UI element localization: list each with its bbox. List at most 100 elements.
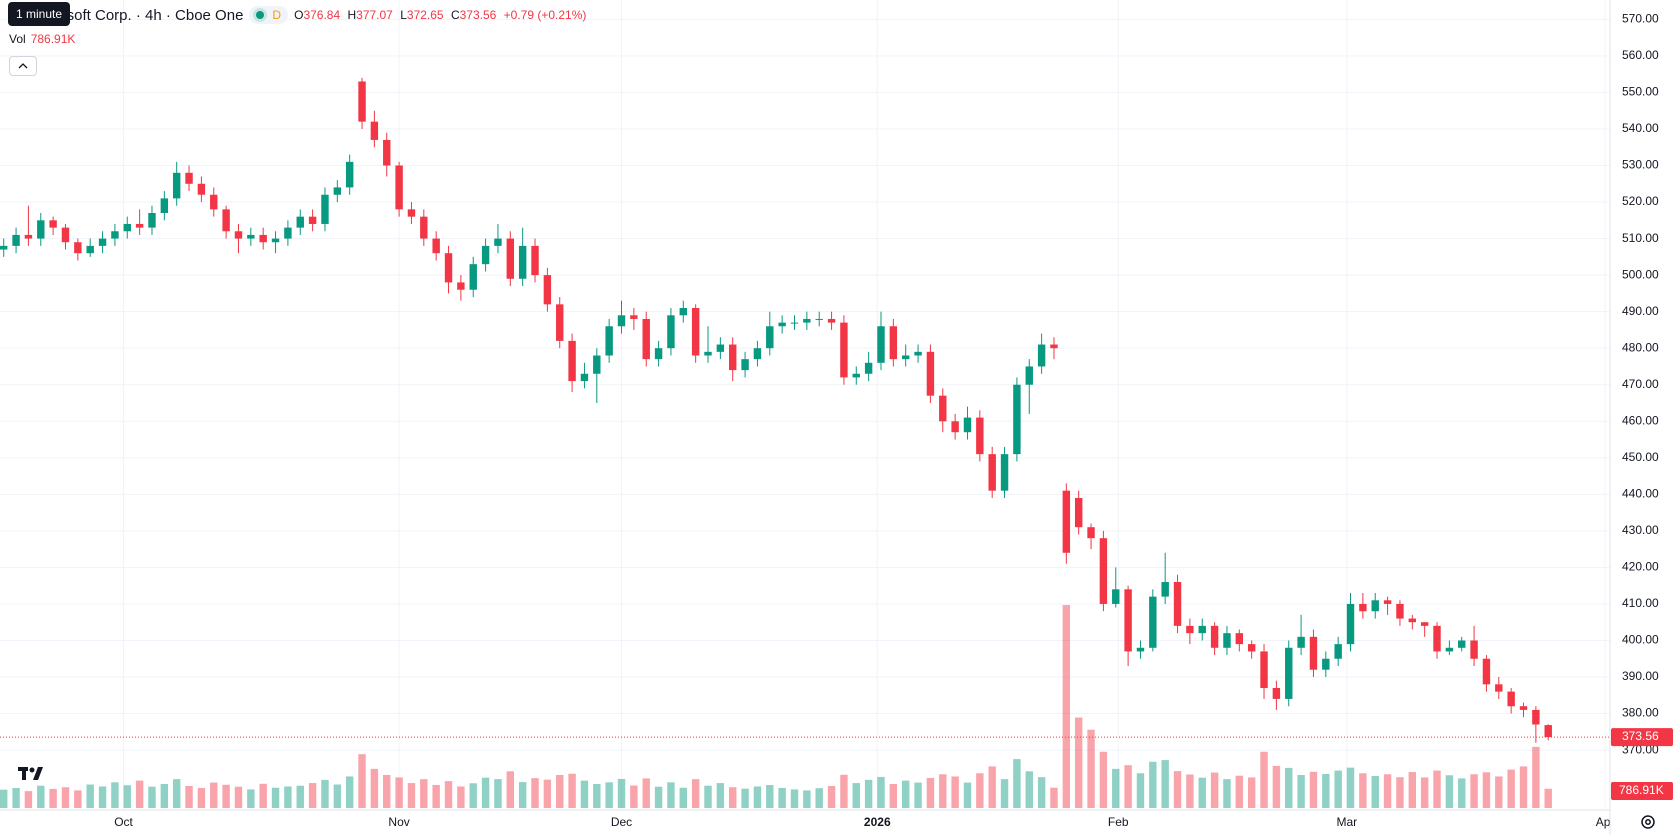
last-price-box [1611,728,1673,747]
candle-body [741,359,749,371]
candle-body [1112,589,1120,604]
volume-bar [654,786,663,808]
volume-bar [1099,751,1108,808]
candle-body [222,209,230,232]
candle-body [1087,527,1095,539]
volume-bar [568,773,576,808]
candle-body [1062,490,1071,553]
candle-body [1025,366,1033,385]
candle-body [531,245,539,276]
candle-body [1000,454,1009,491]
y-axis: 370.00380.00390.00400.00410.00420.00430.… [1611,12,1673,800]
volume-bar [1247,777,1256,808]
volume-bar [605,782,613,808]
candle-body [259,234,267,243]
chevron-icon [18,63,28,69]
y-tick-label: 380.00 [1622,706,1659,720]
volume-bar [1235,775,1244,808]
volume-bar [135,780,144,808]
volume-bar [704,785,712,808]
candle-body [444,253,453,283]
candle-body [395,165,403,210]
candle-body [518,245,527,279]
settings-icon[interactable] [1641,815,1655,829]
candle-body [111,231,119,239]
volume-bar [1519,766,1528,808]
candle-body [1309,636,1318,670]
candle-body [914,351,922,356]
candle-body [1037,344,1046,367]
candle-body [1210,625,1219,648]
y-tick-label: 430.00 [1622,523,1659,537]
candle-body [1149,596,1157,648]
volume-bar [716,783,725,808]
x-tick-label: Nov [388,815,409,829]
candle-body [889,326,898,360]
volume-bar [370,768,379,808]
candle-body [284,227,292,239]
candle-body [1099,538,1108,604]
last-price-label: 373.56 [1622,729,1659,743]
status-pill[interactable]: D [249,6,289,24]
candle-body [61,227,70,243]
candle-body [1383,600,1392,604]
y-tick-label: 560.00 [1622,48,1659,62]
candle-body [49,220,57,228]
close-value: 373.56 [459,8,497,22]
volume-bar [123,785,131,808]
y-tick-label: 500.00 [1622,267,1659,281]
candle-body [1371,600,1379,612]
volume-bar [852,783,860,808]
volume-bar [506,771,515,808]
volume-bar [333,784,342,808]
volume-bar [271,787,280,808]
candle-body [247,234,255,239]
volume-legend: Vol 786.91K [9,32,75,46]
candle-body [185,172,193,184]
candle-body [1186,625,1194,634]
volume-bar [284,786,292,808]
volume-bar [1482,772,1491,808]
volume-bar [345,776,354,808]
volume-bar [1025,771,1033,808]
candle-body [197,183,206,195]
low-value: 372.65 [406,8,444,22]
volume-label: Vol [9,32,26,46]
volume-bar [729,787,737,808]
volume-bar [827,785,836,808]
volume-bar [926,777,935,808]
candle-body [1334,644,1342,659]
candle-body [1297,636,1305,648]
volume-bar [1371,775,1379,808]
candle-body [753,348,762,360]
volume-bar [1074,717,1083,808]
candle-body [840,322,848,378]
candle-body [383,139,391,166]
candle-body [12,234,20,246]
volume-bar [951,776,959,808]
ohlc-values: O376.84 H377.07 L372.65 C373.56 +0.79 (+… [294,8,590,22]
volume-bar [1470,774,1478,808]
volume-bar [86,784,94,808]
volume-bar [691,779,700,808]
candle-body [1396,603,1404,619]
volume-bar [321,779,329,808]
y-tick-label: 480.00 [1622,340,1659,354]
candle-body [580,373,589,382]
candle-body [963,417,972,433]
volume-bar [1223,779,1231,808]
x-tick-label: Dec [611,815,632,829]
collapse-button[interactable] [9,56,37,76]
candle-body [778,322,786,327]
candle-body [296,216,304,228]
candle-body [901,355,910,360]
candle-body [1013,384,1021,455]
candle-body [321,194,329,224]
last-volume-box [1611,782,1673,800]
candle-body [1532,709,1540,725]
candle-body [98,238,107,246]
volume-bar [1124,765,1132,808]
y-tick-label: 450.00 [1622,450,1659,464]
candle-body [790,322,799,324]
candle-body [1359,603,1367,612]
